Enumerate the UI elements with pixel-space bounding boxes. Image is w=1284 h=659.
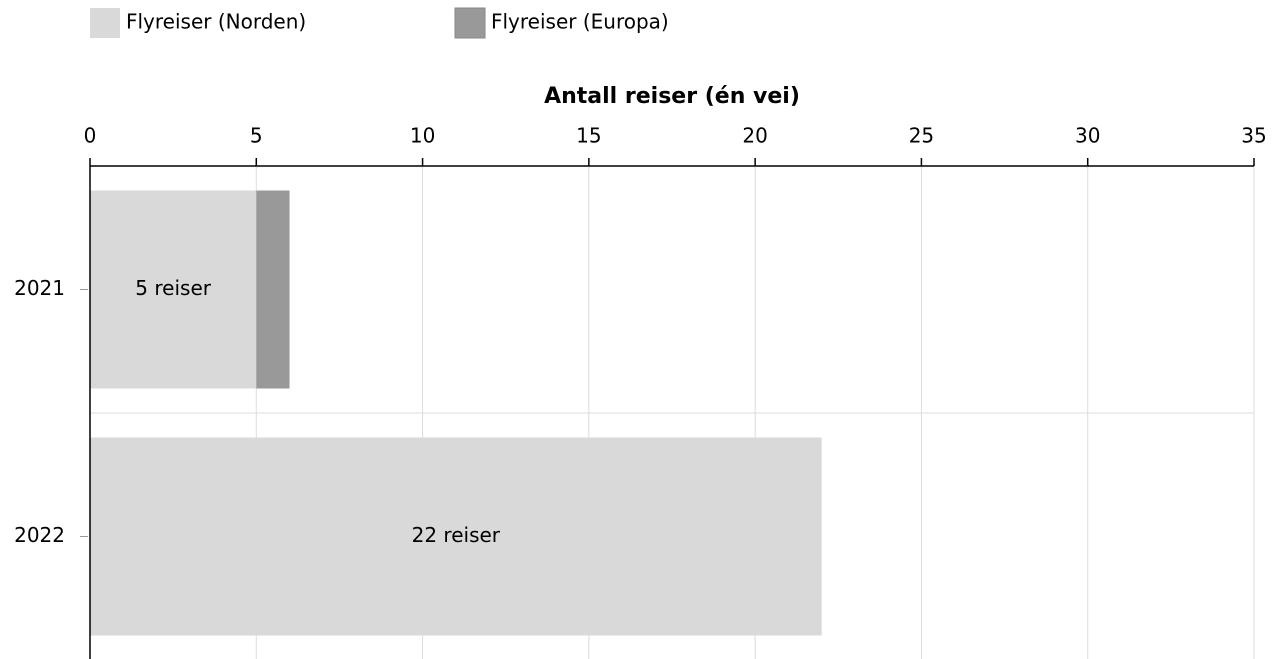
legend-label: Flyreiser (Norden): [126, 10, 306, 34]
value-label: 22 reiser: [412, 523, 501, 547]
x-tick-label: 0: [84, 124, 97, 148]
value-label: 5 reiser: [135, 276, 211, 300]
bar-segment: [256, 190, 290, 389]
legend-swatch: [454, 7, 486, 39]
legend-swatch: [90, 8, 120, 38]
x-tick-label: 30: [1075, 124, 1100, 148]
x-tick-label: 20: [742, 124, 767, 148]
x-tick-label: 10: [410, 124, 435, 148]
legend-label: Flyreiser (Europa): [491, 10, 669, 34]
y-tick-label: 2022: [14, 523, 65, 547]
x-tick-label: 25: [909, 124, 934, 148]
y-tick-label: 2021: [14, 276, 65, 300]
x-tick-label: 15: [576, 124, 601, 148]
x-axis-title: Antall reiser (én vei): [544, 84, 800, 109]
x-tick-label: 5: [250, 124, 263, 148]
x-tick-label: 35: [1241, 124, 1266, 148]
bar-segment: [90, 190, 257, 389]
bar-segment: [90, 437, 822, 636]
